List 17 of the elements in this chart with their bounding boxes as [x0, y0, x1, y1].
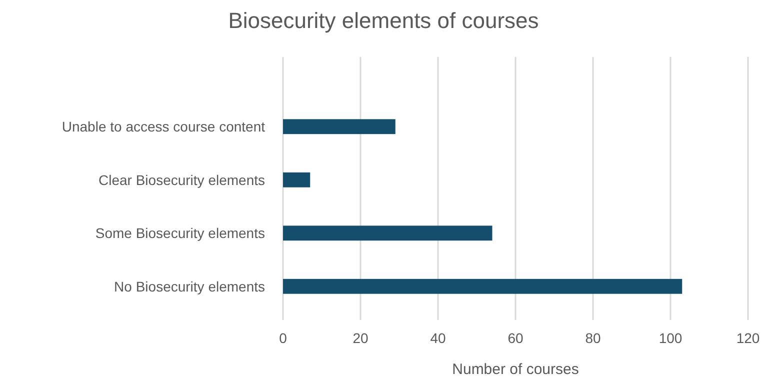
x-tick-label: 100 — [658, 330, 682, 346]
y-tick-label: No Biosecurity elements — [114, 278, 265, 294]
bar — [283, 119, 396, 134]
x-tick-label: 60 — [508, 330, 524, 346]
x-tick-label: 40 — [430, 330, 446, 346]
x-tick-label: 80 — [585, 330, 601, 346]
bar — [283, 172, 310, 188]
x-axis-title: Number of courses — [452, 361, 579, 378]
bar — [283, 226, 492, 241]
chart-title: Biosecurity elements of courses — [228, 8, 539, 33]
y-tick-label: Unable to access course content — [62, 118, 266, 135]
bar — [283, 278, 682, 294]
y-tick-label: Some Biosecurity elements — [95, 225, 265, 242]
x-tick-label: 0 — [279, 330, 288, 346]
y-tick-label: Clear Biosecurity elements — [98, 172, 265, 188]
x-tick-label: 120 — [736, 330, 760, 346]
x-tick-label: 20 — [352, 330, 368, 346]
